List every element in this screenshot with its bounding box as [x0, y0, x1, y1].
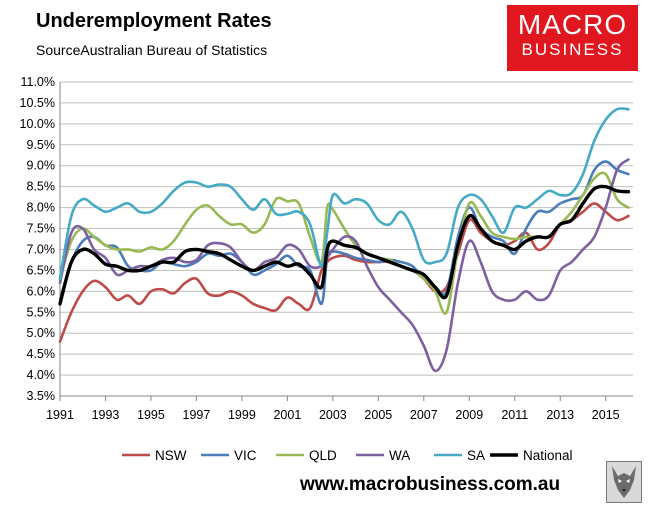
- chart-source: SourceAustralian Bureau of Statistics: [36, 42, 268, 58]
- website-url[interactable]: www.macrobusiness.com.au: [300, 474, 561, 495]
- y-tick-label: 8.5%: [27, 180, 56, 194]
- y-tick-label: 9.0%: [27, 159, 56, 173]
- macrobusiness-logo: MACRO BUSINESS: [507, 5, 638, 71]
- y-tick-label: 4.0%: [27, 368, 56, 382]
- x-tick-label: 2003: [319, 408, 347, 422]
- x-tick-label: 1991: [46, 408, 74, 422]
- series-line-wa: [58, 158, 630, 373]
- legend-label-wa: WA: [389, 448, 410, 463]
- x-tick-label: 2005: [364, 408, 392, 422]
- y-tick-label: 10.5%: [20, 96, 55, 110]
- y-tick-label: 3.5%: [27, 389, 56, 403]
- legend: NSW VIC QLD WA SA National: [122, 448, 573, 463]
- y-tick-label: 5.5%: [27, 305, 56, 319]
- y-tick-label: 6.0%: [27, 284, 56, 298]
- y-tick-label: 6.5%: [27, 263, 56, 277]
- logo-line-2: BUSINESS: [521, 40, 624, 59]
- y-tick-label: 7.5%: [27, 222, 56, 236]
- x-tick-label: 1995: [137, 408, 165, 422]
- y-tick-label: 11.0%: [20, 75, 55, 89]
- x-tick-label: 2007: [410, 408, 438, 422]
- series-line-sa: [58, 107, 630, 281]
- chart-title: Underemployment Rates: [36, 10, 272, 32]
- legend-label-national: National: [523, 448, 573, 463]
- legend-label-qld: QLD: [309, 448, 337, 463]
- series-lines: [58, 107, 631, 373]
- wolf-mascot-icon: [606, 461, 642, 503]
- y-tick-label: 9.5%: [27, 138, 56, 152]
- y-tick-label: 5.0%: [27, 326, 56, 340]
- x-tick-label: 2011: [501, 408, 528, 422]
- x-tick-label: 2013: [546, 408, 574, 422]
- legend-label-sa: SA: [467, 448, 485, 463]
- series-line-vic: [58, 160, 630, 306]
- x-tick-label: 1999: [228, 408, 256, 422]
- y-tick-label: 8.0%: [27, 201, 56, 215]
- y-tick-label: 10.0%: [20, 117, 55, 131]
- x-tick-label: 1993: [92, 408, 120, 422]
- series-line-national: [58, 184, 631, 306]
- x-tick-label: 2015: [592, 408, 620, 422]
- x-tick-label: 1997: [183, 408, 211, 422]
- x-tick-label: 2001: [273, 408, 301, 422]
- x-tick-label: 2009: [455, 408, 483, 422]
- legend-label-nsw: NSW: [155, 448, 187, 463]
- y-tick-label: 4.5%: [27, 347, 56, 361]
- logo-line-1: MACRO: [517, 9, 628, 40]
- y-tick-label: 7.0%: [27, 242, 56, 256]
- axes: 3.5% 4.0% 4.5% 5.0% 5.5% 6.0% 6.5% 7.0% 7.5% 8.0%…: [20, 75, 633, 422]
- legend-label-vic: VIC: [234, 448, 257, 463]
- series-line-nsw: [58, 202, 630, 343]
